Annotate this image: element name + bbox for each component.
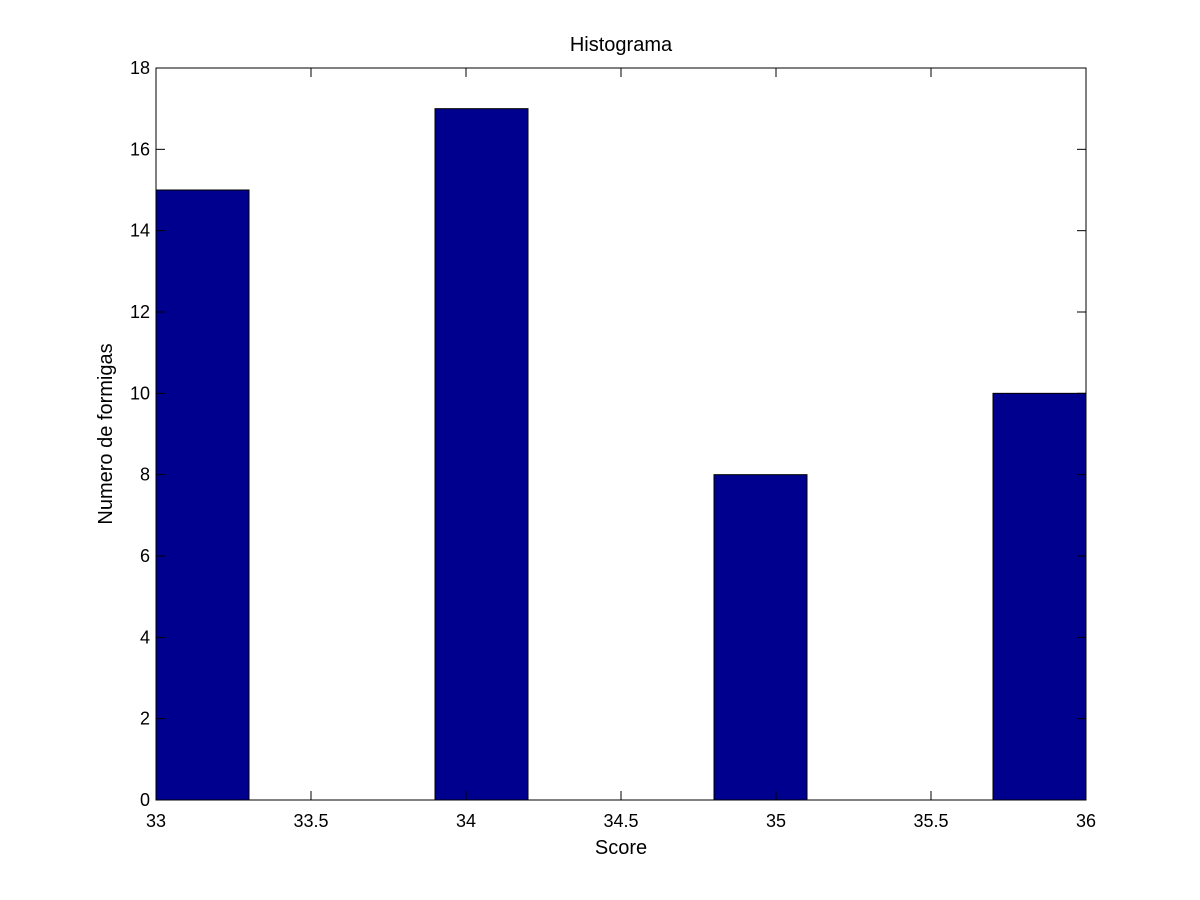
x-tick-label: 34.5 — [603, 811, 638, 831]
y-tick-label: 16 — [130, 139, 150, 159]
chart-title: Histograma — [570, 34, 673, 56]
histogram-bar — [155, 189, 250, 801]
plot-area — [156, 68, 1086, 800]
bars-group — [155, 108, 1087, 801]
y-tick-label: 18 — [130, 58, 150, 78]
y-tick-label: 4 — [140, 627, 150, 647]
y-axis-label: Numero de formigas — [95, 343, 117, 524]
x-tick-label: 35.5 — [913, 811, 948, 831]
axes-frame — [155, 67, 1087, 801]
x-axis-label: Score — [595, 837, 647, 859]
y-tick-label: 14 — [130, 221, 150, 241]
y-tick-label: 12 — [130, 302, 150, 322]
y-tick-label: 2 — [140, 709, 150, 729]
x-tick-label: 33 — [146, 811, 166, 831]
x-tick-label: 33.5 — [293, 811, 328, 831]
histogram-bar — [992, 392, 1087, 801]
x-tick-label: 35 — [766, 811, 786, 831]
y-tick-label: 0 — [140, 790, 150, 810]
x-tick-label: 36 — [1076, 811, 1096, 831]
histogram-bar — [434, 108, 529, 801]
ticks-group: 33 33.5 34 34.5 35 35.5 36 0 2 4 6 8 10 12 14 16 18 — [130, 58, 1096, 831]
y-tick-label: 6 — [140, 546, 150, 566]
y-tick-label: 8 — [140, 465, 150, 485]
histogram-bar — [713, 474, 808, 801]
y-tick-label: 10 — [130, 383, 150, 403]
x-tick-label: 34 — [456, 811, 476, 831]
